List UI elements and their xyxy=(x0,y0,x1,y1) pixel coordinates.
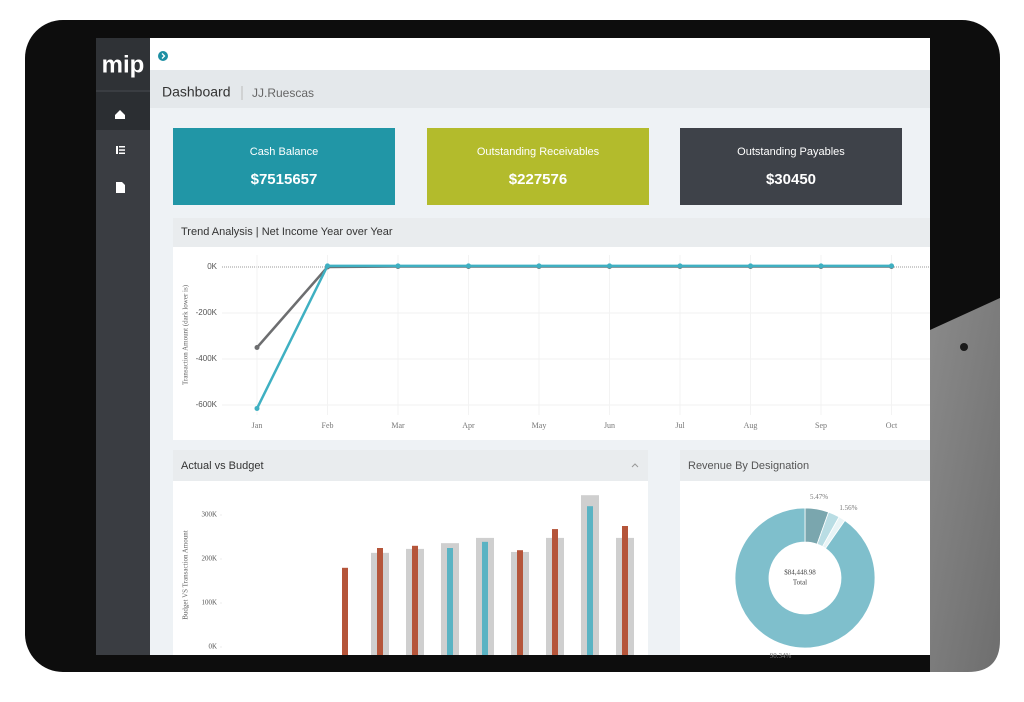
user-name: JJ.Ruescas xyxy=(252,86,314,100)
camera xyxy=(960,343,968,351)
budget-y-label: Budget VS Transaction Amount xyxy=(182,530,190,620)
trend-panel-header xyxy=(173,218,930,247)
x-tick-label: Oct xyxy=(886,421,898,430)
y-tick-label: 0K xyxy=(207,262,217,271)
budget-panel-header xyxy=(173,450,648,481)
document-icon[interactable] xyxy=(116,182,125,193)
kpi-label: Outstanding Payables xyxy=(737,146,845,158)
x-tick-label: Sep xyxy=(815,421,827,430)
bar xyxy=(412,545,418,655)
bar xyxy=(342,567,348,655)
collapse-icon[interactable] xyxy=(631,463,639,468)
header-bar xyxy=(150,70,930,108)
trend-point xyxy=(395,263,401,269)
x-tick-label: Jul xyxy=(675,421,685,430)
slice-label: 5.47% xyxy=(810,493,828,501)
y-tick-label: -400K xyxy=(196,354,218,363)
trend-point xyxy=(889,263,894,269)
y-tick-label: -600K xyxy=(196,400,218,409)
home-icon[interactable] xyxy=(115,110,125,119)
x-tick-label: Mar xyxy=(391,421,405,430)
kpi-value: $30450 xyxy=(766,171,816,188)
y-tick-label: 300K xyxy=(201,511,217,519)
kpi-card xyxy=(427,128,649,205)
list-icon[interactable] xyxy=(116,146,125,154)
trend-point xyxy=(254,345,260,350)
kpi-label: Cash Balance xyxy=(250,146,319,158)
x-tick-label: May xyxy=(532,421,547,430)
bar xyxy=(552,529,558,655)
x-tick-label: Apr xyxy=(462,421,475,430)
donut-slice xyxy=(734,507,876,649)
pie-panel-header xyxy=(680,450,930,481)
trend-point xyxy=(536,263,542,269)
cards: Cash Balance $7515657 Outstanding Receivab… xyxy=(173,128,902,205)
x-tick-label: Jun xyxy=(604,421,615,430)
bar xyxy=(482,541,488,655)
kpi-card xyxy=(173,128,395,205)
pie-center-value: $84,448.98 xyxy=(784,569,816,577)
bar xyxy=(587,506,593,655)
trend-point xyxy=(607,263,612,269)
trend-point xyxy=(325,263,330,269)
bar xyxy=(622,526,628,655)
trend-y-label: Transaction Amount (dark lower is) xyxy=(182,284,190,385)
y-tick-label: 200K xyxy=(201,555,217,563)
bar xyxy=(447,548,453,655)
trend-title: Trend Analysis | Net Income Year over Ye… xyxy=(181,226,393,238)
trend-point xyxy=(677,263,683,269)
kpi-value: $227576 xyxy=(509,171,567,188)
budget-title: Actual vs Budget xyxy=(181,460,264,472)
kpi-card xyxy=(680,128,902,205)
expand-arrow xyxy=(161,53,166,59)
trend-panel xyxy=(173,218,930,440)
y-tick-label: 100K xyxy=(201,599,217,607)
pie-center-label: Total xyxy=(793,579,807,587)
slice-label: 90.34% xyxy=(770,652,792,660)
trend-point xyxy=(254,405,260,411)
x-tick-label: Feb xyxy=(322,421,334,430)
y-tick-label: -200K xyxy=(196,308,218,317)
kpi-value: $7515657 xyxy=(251,171,318,188)
top-bar xyxy=(150,38,930,70)
page-title: Dashboard xyxy=(162,84,231,100)
sidebar xyxy=(96,38,150,655)
expand-button[interactable] xyxy=(158,51,168,61)
y-tick-label: 0K xyxy=(208,643,217,651)
kpi-label: Outstanding Receivables xyxy=(477,146,600,158)
trend-point xyxy=(466,263,471,269)
pie-title: Revenue By Designation xyxy=(688,460,809,472)
logo-area xyxy=(96,38,150,90)
slice-label: 1.56% xyxy=(839,504,857,512)
trend-point xyxy=(818,263,824,269)
x-tick-label: Aug xyxy=(744,421,758,430)
frame-reflection xyxy=(930,298,1000,672)
bar xyxy=(517,550,523,655)
nav-active[interactable] xyxy=(96,92,150,130)
trend-line xyxy=(255,264,892,410)
bar xyxy=(377,548,383,655)
trend-point xyxy=(748,263,753,269)
logo: mip xyxy=(102,51,145,78)
x-tick-label: Jan xyxy=(252,421,263,430)
